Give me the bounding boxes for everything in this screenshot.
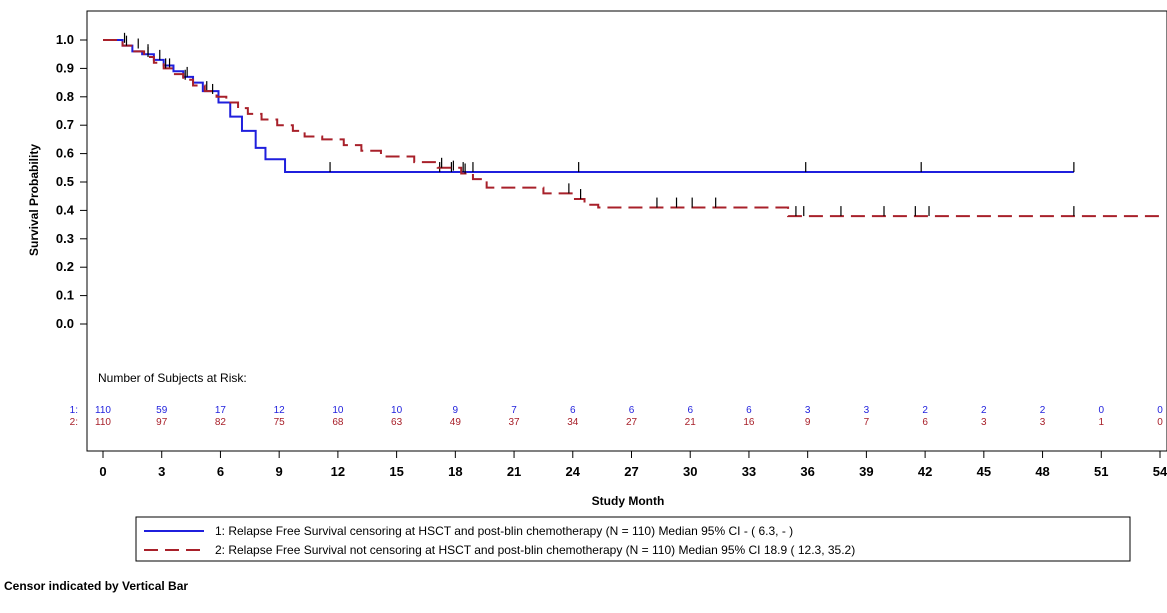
risk-count: 0 <box>1157 405 1163 416</box>
series-2-curve <box>103 39 1160 218</box>
risk-count: 34 <box>567 417 579 428</box>
risk-count: 2 <box>1040 405 1046 416</box>
y-tick-label: 1.0 <box>56 32 74 47</box>
y-tick-label: 0.3 <box>56 231 74 246</box>
x-tick-label: 36 <box>800 464 814 479</box>
risk-count: 16 <box>743 417 755 428</box>
risk-count: 7 <box>511 405 517 416</box>
risk-count: 9 <box>805 417 811 428</box>
risk-count: 2 <box>981 405 987 416</box>
x-tick-label: 27 <box>624 464 638 479</box>
y-tick-label: 0.0 <box>56 316 74 331</box>
risk-count: 3 <box>981 417 987 428</box>
risk-count: 2 <box>922 405 928 416</box>
series-1-curve <box>103 39 1074 174</box>
risk-count: 17 <box>215 405 227 416</box>
legend-entry-1: 1: Relapse Free Survival censoring at HS… <box>215 524 793 538</box>
x-tick-label: 15 <box>389 464 403 479</box>
risk-count: 0 <box>1157 417 1163 428</box>
risk-count: 6 <box>687 405 693 416</box>
x-tick-label: 18 <box>448 464 462 479</box>
y-axis-title: Survival Probability <box>27 144 41 256</box>
x-tick-label: 54 <box>1153 464 1167 479</box>
risk-count: 110 <box>95 405 111 416</box>
risk-count: 3 <box>1040 417 1046 428</box>
y-tick-label: 0.1 <box>56 288 74 303</box>
risk-count: 75 <box>274 417 286 428</box>
risk-count: 21 <box>685 417 697 428</box>
x-tick-label: 6 <box>217 464 224 479</box>
y-tick-label: 0.2 <box>56 259 74 274</box>
risk-table-title: Number of Subjects at Risk: <box>98 371 247 385</box>
plot-frame <box>86 10 1167 452</box>
x-tick-label: 12 <box>331 464 345 479</box>
x-tick-label: 39 <box>859 464 873 479</box>
legend-box <box>135 516 1131 562</box>
risk-count: 110 <box>95 417 111 428</box>
x-tick-label: 45 <box>977 464 991 479</box>
x-tick-label: 33 <box>742 464 756 479</box>
x-tick-label: 3 <box>158 464 165 479</box>
risk-count: 59 <box>156 405 168 416</box>
risk-count: 0 <box>1098 405 1104 416</box>
x-tick-label: 30 <box>683 464 697 479</box>
x-tick-label: 21 <box>507 464 521 479</box>
y-tick-label: 0.6 <box>56 146 74 161</box>
x-tick-label: 48 <box>1035 464 1049 479</box>
series-layer <box>103 32 1160 218</box>
risk-count: 3 <box>864 405 870 416</box>
risk-count: 37 <box>508 417 520 428</box>
y-tick-label: 0.7 <box>56 117 74 132</box>
risk-count: 12 <box>274 405 286 416</box>
x-tick-label: 9 <box>276 464 283 479</box>
risk-row-label: 2: <box>70 417 78 428</box>
risk-count: 68 <box>332 417 344 428</box>
legend-entry-2: 2: Relapse Free Survival not censoring a… <box>215 543 855 557</box>
risk-count: 6 <box>922 417 928 428</box>
x-axis: 0 3 6 9 12 15 18 21 24 27 30 33 36 39 42 45 48 51 54 <box>99 451 1167 479</box>
risk-count: 7 <box>864 417 870 428</box>
risk-count: 10 <box>332 405 344 416</box>
y-tick-label: 0.9 <box>56 60 74 75</box>
risk-count: 10 <box>391 405 403 416</box>
y-axis: 0.0 0.1 0.2 0.3 0.4 0.5 0.6 0.7 0.8 0.9 1.0 <box>56 32 87 331</box>
risk-count: 9 <box>453 405 459 416</box>
risk-count: 6 <box>746 405 752 416</box>
risk-count: 82 <box>215 417 227 428</box>
x-tick-label: 51 <box>1094 464 1108 479</box>
risk-count: 6 <box>570 405 576 416</box>
risk-count: 1 <box>1098 417 1104 428</box>
risk-count: 27 <box>626 417 638 428</box>
risk-count: 49 <box>450 417 462 428</box>
x-axis-title: Study Month <box>592 494 665 508</box>
risk-count: 63 <box>391 417 403 428</box>
risk-table: 1: 110 59 17 12 10 10 9 7 6 6 6 6 3 3 2 2 2 0 02: 110 97 82 75 6… <box>70 405 1164 428</box>
x-tick-label: 42 <box>918 464 932 479</box>
x-tick-label: 24 <box>566 464 581 479</box>
y-tick-label: 0.5 <box>56 174 74 189</box>
y-tick-label: 0.8 <box>56 89 74 104</box>
risk-count: 6 <box>629 405 635 416</box>
x-tick-label: 0 <box>99 464 106 479</box>
risk-row-label: 1: <box>70 405 78 416</box>
risk-count: 97 <box>156 417 168 428</box>
y-tick-label: 0.4 <box>56 202 75 217</box>
risk-count: 3 <box>805 405 811 416</box>
censor-footnote: Censor indicated by Vertical Bar <box>4 579 188 593</box>
